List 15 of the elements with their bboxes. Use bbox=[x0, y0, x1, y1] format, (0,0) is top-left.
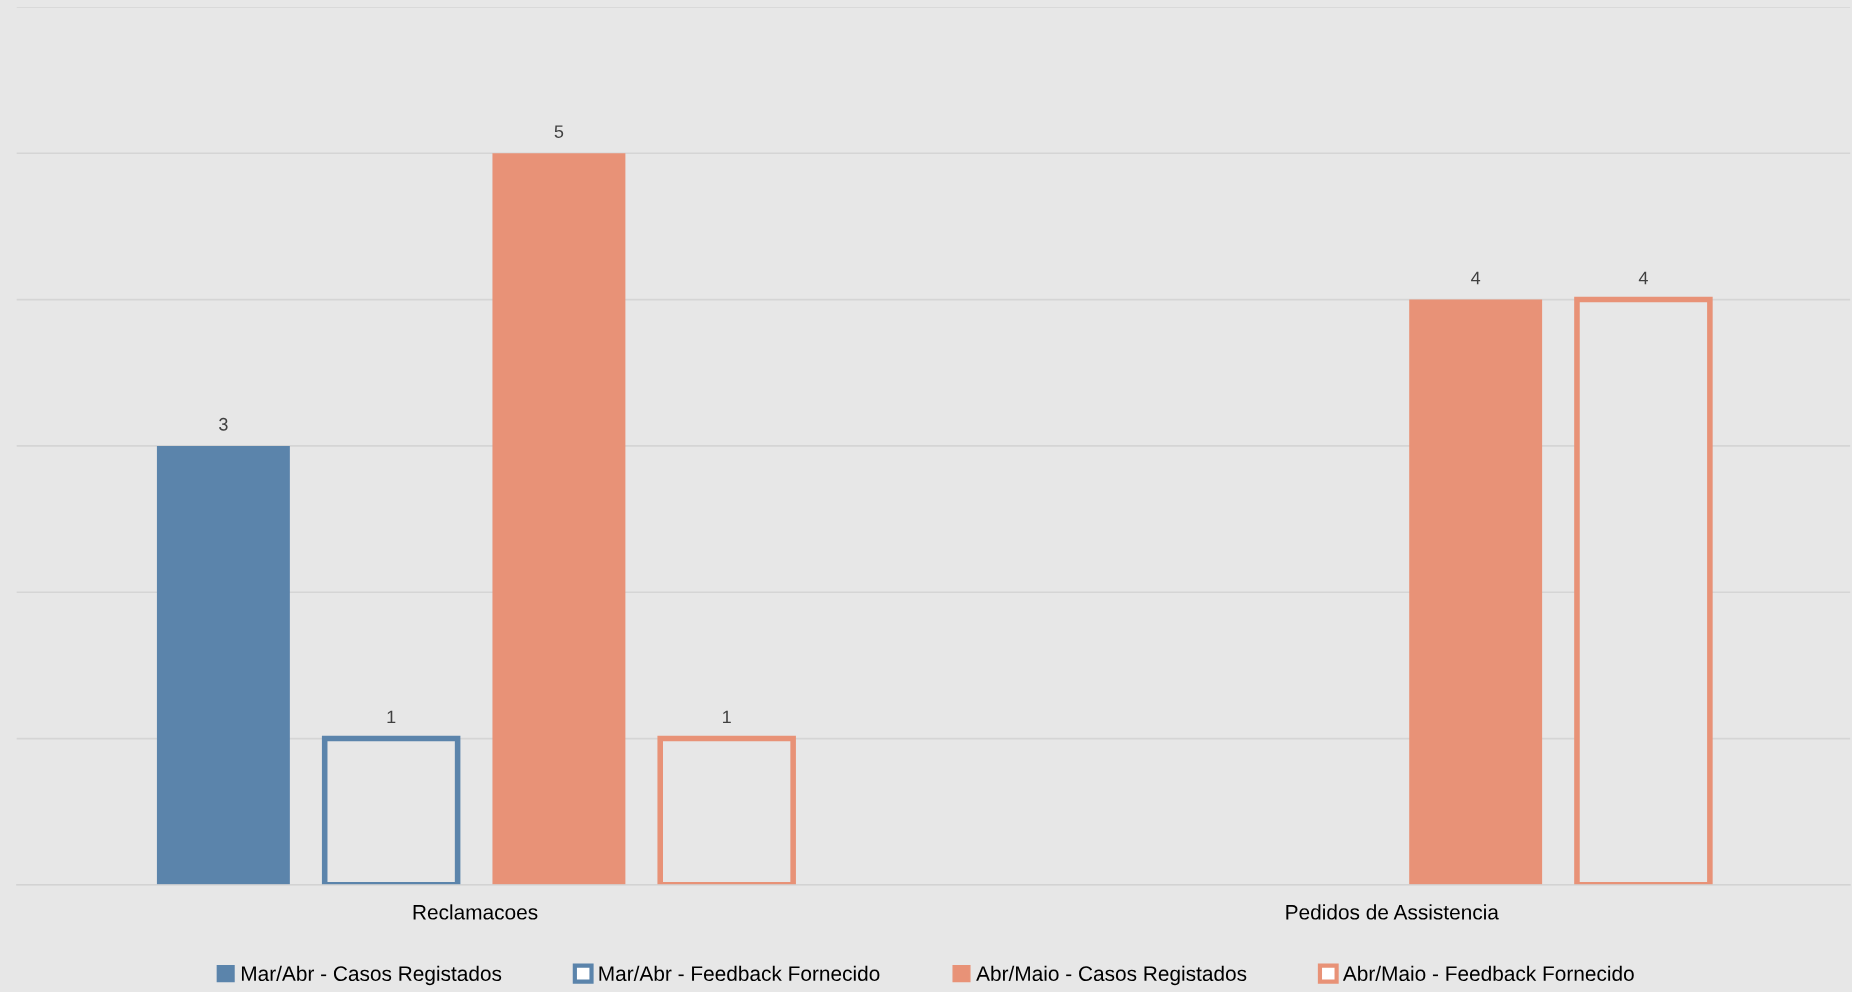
data-label: 5 bbox=[554, 125, 564, 138]
data-label: 4 bbox=[1638, 271, 1648, 285]
legend-label: Abr/Maio - Casos Registados bbox=[976, 965, 1247, 986]
bar bbox=[156, 445, 290, 885]
data-label: 1 bbox=[387, 710, 396, 724]
x-tick-label: Pedidos de Assistencia bbox=[1286, 904, 1499, 920]
legend-label: Abr/Maio - Feedback Fornecido bbox=[1342, 965, 1634, 982]
bar bbox=[492, 153, 626, 885]
legend-label: Mar/Abr - Casos Registados bbox=[241, 965, 502, 986]
x-tick-label: Reclamacoes bbox=[413, 904, 538, 920]
data-label: 1 bbox=[723, 710, 731, 724]
bar bbox=[1409, 299, 1543, 885]
data-label: 3 bbox=[219, 417, 228, 431]
legend-label: Mar/Abr - Feedback Fornecido bbox=[599, 965, 880, 982]
data-label: 4 bbox=[1471, 271, 1481, 285]
